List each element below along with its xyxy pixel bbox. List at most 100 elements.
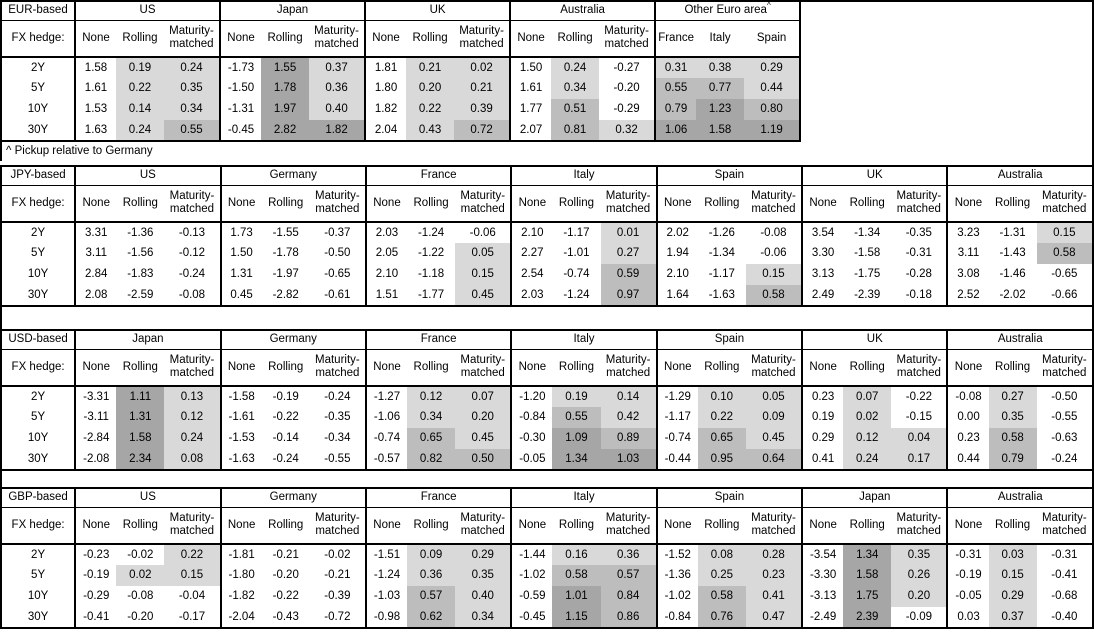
value-cell: -0.74 [364,428,408,449]
col-header-rolling: Rolling [843,507,892,545]
value-cell: -0.37 [324,226,351,239]
value-cell: -0.74 [563,268,590,280]
value-cell: 0.29 [744,57,801,78]
value-cell: 0.23 [745,565,803,586]
value-cell: -2.39 [854,288,881,301]
col-header-maturity-matched: Maturity-matched [891,349,948,387]
value-cell: 0.12 [164,407,221,428]
value-cell: 2.10 [655,264,698,285]
value-cell: -2.82 [272,288,299,301]
value-cell: 2.10 [364,264,408,285]
row-label-30y: 30Y [27,288,49,301]
value-cell: -1.17 [655,407,698,428]
value-cell: 3.13 [801,264,844,285]
col-header-none: None [364,507,408,545]
col-header-maturity-matched: Maturity-matched [164,185,221,223]
value-cell: 3.31 [74,222,117,243]
fx-hedge-label: FX hedge: [1,185,76,223]
value-cell: -3.31 [74,386,117,407]
value-cell: -0.29 [74,586,117,607]
value-cell: -1.53 [219,428,262,449]
section-label-eur-based: EUR-based [1,1,75,21]
col-header-rolling: Rolling [552,507,601,545]
col-header-rolling: Rolling [261,349,310,387]
value-cell: 0.34 [407,407,456,428]
value-cell: -0.72 [324,610,351,623]
value-cell: -1.01 [563,247,590,259]
row-label-10y: 10Y [27,268,49,280]
value-cell: 0.77 [696,78,745,99]
value-cell: 0.22 [116,78,164,99]
value-cell: -0.13 [178,226,206,239]
value-cell: 1.61 [74,78,116,99]
value-cell: 1.77 [509,99,552,120]
value-cell: -1.52 [655,544,698,565]
value-cell: 0.32 [599,120,656,141]
group-header-australia: Australia [946,488,1093,508]
value-cell: 0.58 [697,586,746,607]
value-cell: 1.15 [552,607,601,628]
value-cell: 0.57 [600,565,657,586]
value-cell: -1.58 [219,386,262,407]
group-header-us: US [74,166,221,186]
value-cell: 2.84 [74,264,117,285]
value-cell: -1.24 [417,226,445,239]
value-cell: -1.03 [364,586,408,607]
value-cell: 0.41 [745,586,803,607]
value-cell: 0.15 [164,565,221,586]
col-header-rolling: Rolling [697,185,746,223]
section-table-eur-based: EUR-based US Japan UK Australia Other Euro ar… [0,0,802,142]
value-cell: 0.25 [697,565,746,586]
value-cell: -1.31 [999,226,1026,239]
value-cell: 0.58 [745,285,803,306]
value-cell: -1.18 [417,268,445,280]
col-header-rolling: Rolling [988,507,1037,545]
col-header-rolling: Rolling [261,507,310,545]
value-cell: -1.24 [563,288,590,301]
row-label-10y: 10Y [27,103,49,115]
value-cell: -0.31 [946,544,989,565]
value-cell: -0.68 [1051,590,1078,602]
value-cell: 0.44 [744,78,801,99]
value-cell: -2.02 [999,288,1026,301]
value-cell: -2.08 [74,449,117,470]
value-cell: -1.80 [219,565,262,586]
group-header-uk: UK [364,1,511,21]
value-cell: 0.08 [697,544,746,565]
col-header-maturity-matched: Maturity-matched [891,185,948,223]
value-cell: -0.05 [946,586,989,607]
value-cell: -0.50 [1051,390,1078,403]
value-cell: 0.65 [407,428,456,449]
value-cell: 0.57 [407,586,456,607]
group-header-germany: Germany [219,488,366,508]
value-cell: -0.08 [127,590,154,602]
value-cell: 0.20 [406,78,455,99]
row-label-10y: 10Y [27,432,49,444]
value-cell: 2.05 [364,243,408,264]
value-cell: -1.02 [510,565,553,586]
value-cell: 0.27 [600,243,657,264]
value-cell: -0.98 [364,607,408,628]
value-cell: -0.41 [74,607,117,628]
value-cell: -0.15 [905,411,932,423]
value-cell: 0.21 [406,57,455,78]
eur-based-section: EUR-based US Japan UK Australia Other Euro ar… [0,0,802,142]
value-cell: -0.84 [655,607,698,628]
value-cell: -0.57 [364,449,408,470]
value-cell: 0.24 [551,57,600,78]
value-cell: 3.54 [801,222,844,243]
value-cell: 0.62 [407,607,456,628]
col-header-rolling: Rolling [116,185,165,223]
value-cell: 1.58 [74,57,116,78]
value-cell: 0.65 [697,428,746,449]
jpy-based-section: JPY-based US Germany France Italy Spain UK Aust… [0,165,1094,307]
value-cell: 1.06 [654,120,697,141]
value-cell: -1.46 [999,268,1026,280]
value-cell: -0.59 [510,586,553,607]
value-cell: -0.24 [178,268,206,280]
col-header-rolling: Rolling [552,349,601,387]
value-cell: -0.22 [272,590,299,602]
value-cell: 0.02 [116,565,165,586]
value-cell: -0.22 [272,411,299,423]
